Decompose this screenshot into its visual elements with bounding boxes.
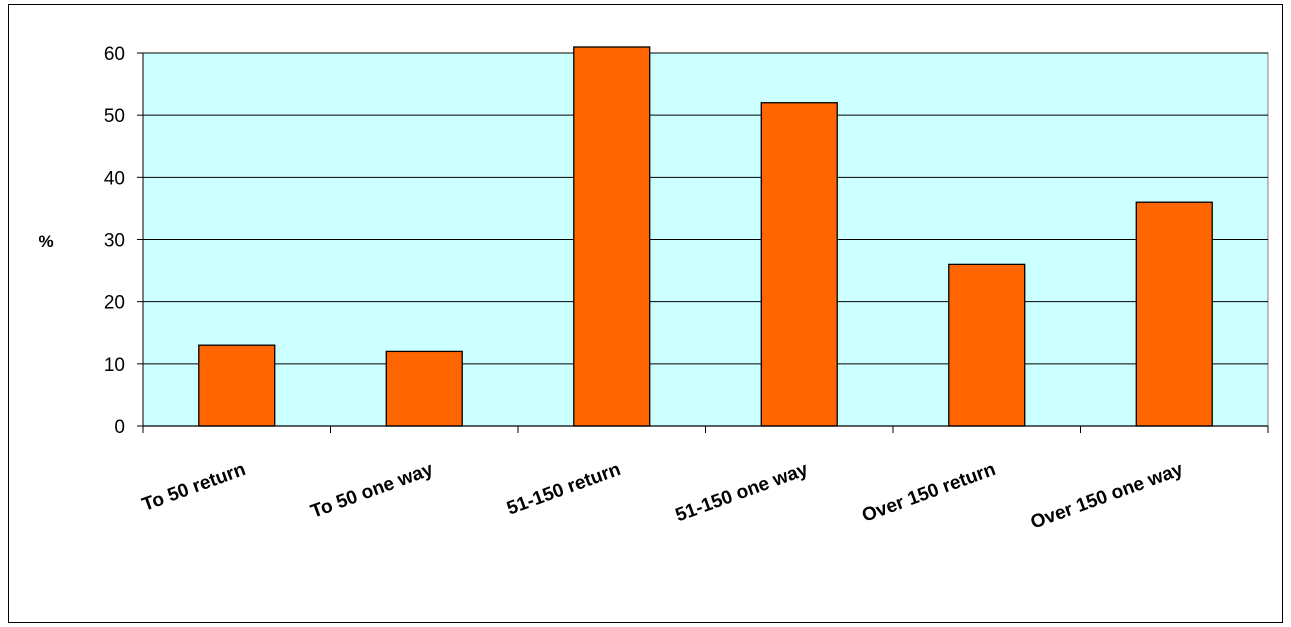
x-axis-category-labels: To 50 return To 50 one way 51-150 return 51… <box>139 459 1186 534</box>
y-tick-label: 10 <box>104 355 125 376</box>
bars <box>198 46 1213 427</box>
x-category-label: Over 150 return <box>859 459 998 527</box>
bar <box>573 46 651 427</box>
bar <box>1135 201 1213 427</box>
y-tick-label: 40 <box>104 168 125 189</box>
x-category-label: 51-150 one way <box>673 459 812 527</box>
bar <box>385 350 463 427</box>
y-tick-label: 20 <box>104 293 125 314</box>
y-tick-label: 60 <box>104 44 125 65</box>
y-axis-tick-labels: 0 10 20 30 40 50 60 <box>104 44 125 438</box>
bar <box>198 344 276 427</box>
y-tick-label: 50 <box>104 106 125 127</box>
x-category-label: To 50 return <box>139 459 248 516</box>
x-category-label: Over 150 one way <box>1028 459 1186 534</box>
y-tick-label: 30 <box>104 231 125 252</box>
x-axis-ticks <box>142 426 1269 433</box>
bar <box>760 102 838 427</box>
y-tick-label: 0 <box>114 417 125 438</box>
bar <box>948 263 1026 427</box>
x-category-label: 51-150 return <box>504 459 623 520</box>
gridlines <box>137 52 1268 427</box>
x-category-label: To 50 one way <box>308 459 436 523</box>
y-axis-title: % <box>38 232 53 251</box>
